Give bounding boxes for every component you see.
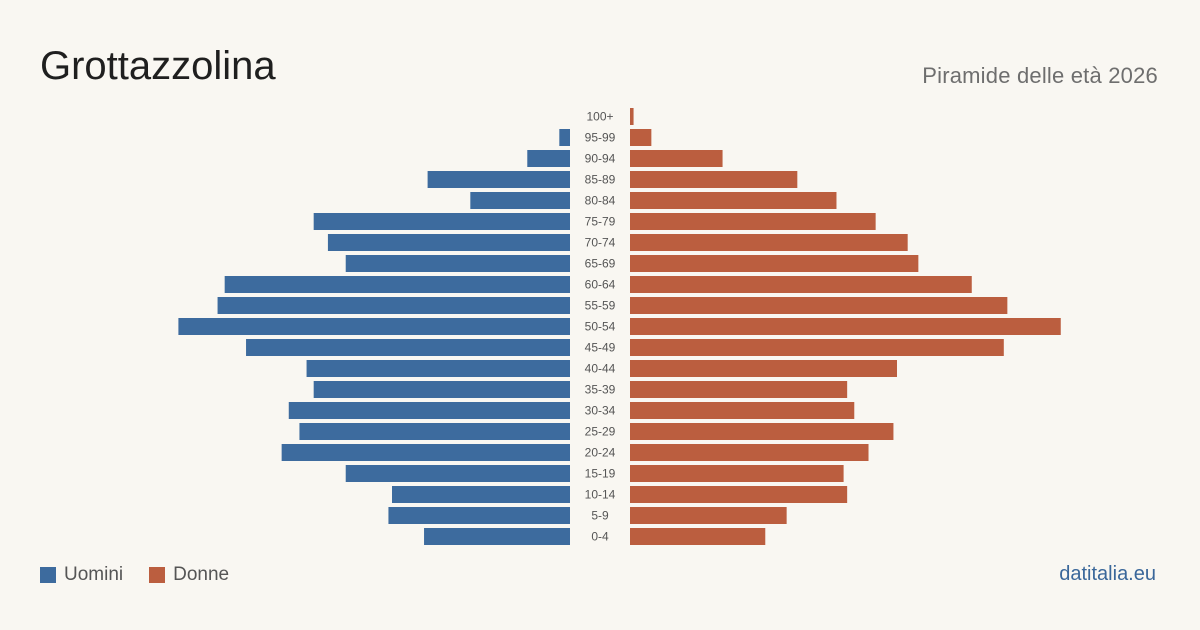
bar-women-55-59 (630, 297, 1008, 314)
bar-men-55-59 (217, 297, 570, 314)
bar-women-45-49 (630, 339, 1004, 356)
bar-men-95-99 (559, 129, 570, 146)
bar-women-40-44 (630, 360, 897, 377)
legend-item-women: Donne (149, 564, 229, 586)
bar-men-75-79 (313, 213, 570, 230)
bar-women-35-39 (630, 381, 848, 398)
bar-men-70-74 (327, 234, 570, 251)
legend: Uomini Donne (40, 564, 255, 586)
bar-men-20-24 (281, 444, 570, 461)
bar-men-65-69 (345, 255, 570, 272)
age-label-85-89: 85-89 (585, 173, 616, 187)
age-label-15-19: 15-19 (585, 467, 616, 481)
age-label-75-79: 75-79 (585, 215, 616, 229)
bar-women-95-99 (630, 129, 652, 146)
age-label-10-14: 10-14 (585, 488, 616, 502)
bar-women-65-69 (630, 255, 919, 272)
age-label-60-64: 60-64 (585, 278, 616, 292)
age-label-45-49: 45-49 (585, 341, 616, 355)
bar-women-50-54 (630, 318, 1061, 335)
bar-women-90-94 (630, 150, 723, 167)
legend-swatch-women (149, 567, 166, 583)
bar-men-10-14 (392, 486, 570, 503)
bar-women-80-84 (630, 192, 837, 209)
age-label-20-24: 20-24 (585, 446, 616, 460)
bar-men-85-89 (427, 171, 570, 188)
age-label-35-39: 35-39 (585, 383, 616, 397)
bar-men-25-29 (299, 423, 570, 440)
age-label-95-99: 95-99 (585, 131, 616, 145)
bar-men-0-4 (424, 528, 570, 545)
bar-women-30-34 (630, 402, 855, 419)
bar-men-50-54 (178, 318, 570, 335)
age-label-80-84: 80-84 (585, 194, 616, 208)
age-label-40-44: 40-44 (585, 362, 616, 376)
bar-men-5-9 (388, 507, 570, 524)
age-label-100plus: 100+ (586, 110, 613, 124)
source-link[interactable]: datitalia.eu (1059, 563, 1156, 585)
bar-men-40-44 (306, 360, 570, 377)
chart-title: Grottazzolina (40, 44, 276, 88)
bar-women-15-19 (630, 465, 844, 482)
bar-men-45-49 (246, 339, 571, 356)
bar-women-70-74 (630, 234, 908, 251)
age-label-50-54: 50-54 (585, 320, 616, 334)
age-label-25-29: 25-29 (585, 425, 616, 439)
age-label-5-9: 5-9 (591, 509, 609, 523)
legend-label-men: Uomini (64, 564, 124, 585)
bar-women-60-64 (630, 276, 972, 293)
bar-women-20-24 (630, 444, 869, 461)
bar-women-10-14 (630, 486, 848, 503)
bar-men-35-39 (313, 381, 570, 398)
bar-women-75-79 (630, 213, 876, 230)
age-label-90-94: 90-94 (585, 152, 616, 166)
bar-women-25-29 (630, 423, 894, 440)
bar-men-60-64 (224, 276, 570, 293)
bar-men-15-19 (345, 465, 570, 482)
bar-men-80-84 (470, 192, 570, 209)
age-label-70-74: 70-74 (585, 236, 616, 250)
age-label-65-69: 65-69 (585, 257, 616, 271)
bar-women-85-89 (630, 171, 798, 188)
bar-women-5-9 (630, 507, 787, 524)
legend-label-women: Donne (173, 564, 230, 585)
age-label-30-34: 30-34 (585, 404, 616, 418)
chart-subtitle: Piramide delle età 2026 (922, 63, 1158, 88)
legend-swatch-men (40, 567, 56, 583)
age-label-55-59: 55-59 (585, 299, 616, 313)
legend-item-men: Uomini (40, 564, 123, 586)
age-label-0-4: 0-4 (591, 530, 609, 544)
bar-women-100plus (630, 108, 634, 125)
bar-men-30-34 (288, 402, 570, 419)
bar-women-0-4 (630, 528, 766, 545)
bar-men-90-94 (527, 150, 570, 167)
